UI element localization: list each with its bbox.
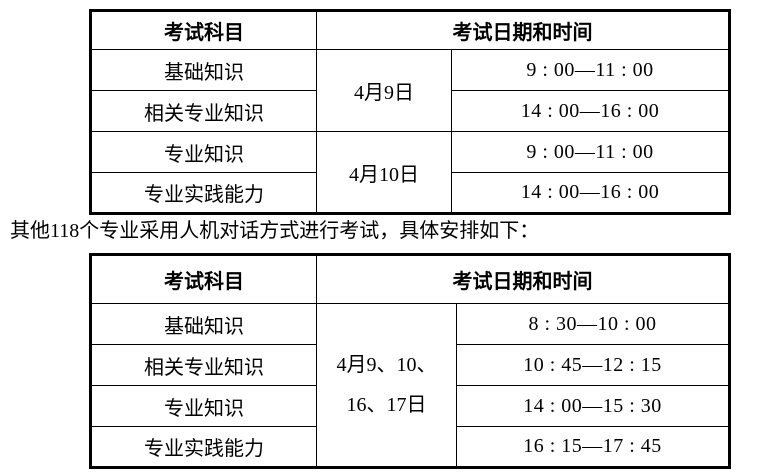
table1-subject-column-header: 考试科目	[90, 10, 317, 50]
exam-schedule-table-1: 考试科目 考试日期和时间 基础知识 4月9日 9 : 00—11 : 00 相关…	[89, 9, 731, 215]
note-paragraph: 其他118个专业采用人机对话方式进行考试，具体安排如下：	[10, 220, 540, 242]
table-row: 基础知识 4月9、10、 16、17日 8 : 30—10 : 00	[90, 303, 730, 468]
date-cell: 4月10日	[316, 131, 452, 214]
subject-cell: 专业实践能力	[90, 172, 317, 214]
time-cell: 9 : 00—11 : 00	[451, 49, 730, 91]
subject-cell: 专业知识	[90, 385, 317, 427]
table2-subject-column-header: 考试科目	[90, 254, 317, 304]
table-row: 专业实践能力 14 : 00—16 : 00	[90, 172, 730, 214]
subject-cell: 基础知识	[90, 303, 317, 345]
table-row: 专业知识 14 : 00—15 : 30	[90, 385, 730, 427]
time-cell: 16 : 15—17 : 45	[456, 426, 730, 468]
time-cell: 14 : 00—16 : 00	[451, 90, 730, 132]
table1-header-row: 考试科目 考试日期和时间	[90, 10, 730, 50]
subject-cell: 相关专业知识	[90, 90, 317, 132]
subject-cell: 相关专业知识	[90, 344, 317, 386]
subject-cell: 专业实践能力	[90, 426, 317, 468]
table2-datetime-column-header: 考试日期和时间	[316, 254, 730, 304]
table-row: 基础知识 4月9日 9 : 00—11 : 00	[90, 49, 730, 132]
time-cell: 9 : 00—11 : 00	[451, 131, 730, 173]
date-cell: 4月9、10、 16、17日	[316, 303, 457, 468]
time-cell: 14 : 00—15 : 30	[456, 385, 730, 427]
subject-cell: 基础知识	[90, 49, 317, 91]
table2-header-row: 考试科目 考试日期和时间	[90, 254, 730, 304]
exam-schedule-table-2: 考试科目 考试日期和时间 基础知识 4月9、10、 16、17日 8 : 30—…	[89, 253, 731, 469]
table1-datetime-column-header: 考试日期和时间	[316, 10, 730, 50]
date-line-2: 16、17日	[346, 394, 427, 416]
table-row: 专业知识 4月10日 9 : 00—11 : 00	[90, 131, 730, 214]
date-cell: 4月9日	[316, 49, 452, 132]
date-line-1: 4月9、10、	[336, 354, 437, 376]
subject-cell: 专业知识	[90, 131, 317, 173]
time-cell: 8 : 30—10 : 00	[456, 303, 730, 345]
time-cell: 14 : 00—16 : 00	[451, 172, 730, 214]
table-row: 相关专业知识 10 : 45—12 : 15	[90, 344, 730, 386]
table-row: 专业实践能力 16 : 15—17 : 45	[90, 426, 730, 468]
time-cell: 10 : 45—12 : 15	[456, 344, 730, 386]
table-row: 相关专业知识 14 : 00—16 : 00	[90, 90, 730, 132]
